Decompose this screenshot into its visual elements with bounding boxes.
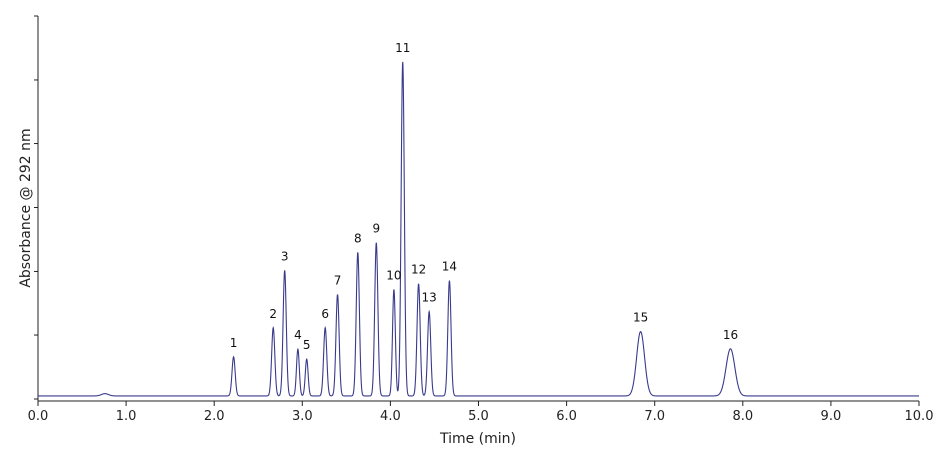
x-tick-label: 8.0 — [732, 409, 753, 424]
chromatogram-trace — [38, 61, 919, 397]
peak-label-6: 6 — [321, 307, 329, 321]
x-tick-label: 6.0 — [556, 409, 577, 424]
y-axis-title: Absorbance @ 292 nm — [18, 128, 34, 287]
peak-label-1: 1 — [230, 336, 238, 350]
peak-label-15: 15 — [633, 311, 648, 325]
peak-label-9: 9 — [372, 222, 380, 236]
peak-label-8: 8 — [354, 231, 362, 245]
peak-label-13: 13 — [422, 291, 437, 305]
x-tick-label: 3.0 — [292, 409, 313, 424]
x-tick-label: 0.0 — [28, 409, 49, 424]
peak-label-16: 16 — [723, 328, 738, 342]
x-tick-label: 4.0 — [380, 409, 401, 424]
peak-label-4: 4 — [294, 328, 302, 342]
peak-label-3: 3 — [281, 249, 289, 263]
peak-label-5: 5 — [303, 338, 311, 352]
x-tick-label: 1.0 — [116, 409, 137, 424]
axes — [37, 16, 919, 402]
x-axis-title: Time (min) — [439, 431, 516, 447]
peak-label-7: 7 — [334, 273, 342, 287]
x-tick-label: 2.0 — [204, 409, 225, 424]
x-tick-label: 9.0 — [821, 409, 842, 424]
peak-label-11: 11 — [395, 41, 410, 55]
x-tick-label: 10.0 — [905, 409, 934, 424]
peak-label-14: 14 — [442, 260, 457, 274]
y-ticks — [34, 15, 38, 400]
x-ticks: 0.0 1.0 2.0 3.0 4.0 5.0 6.0 7.0 8.0 9.0 10.0 — [28, 401, 934, 424]
peak-label-10: 10 — [386, 268, 401, 282]
x-tick-label: 5.0 — [468, 409, 489, 424]
peak-label-2: 2 — [269, 307, 277, 321]
peak-label-12: 12 — [411, 263, 426, 277]
x-tick-label: 7.0 — [644, 409, 665, 424]
